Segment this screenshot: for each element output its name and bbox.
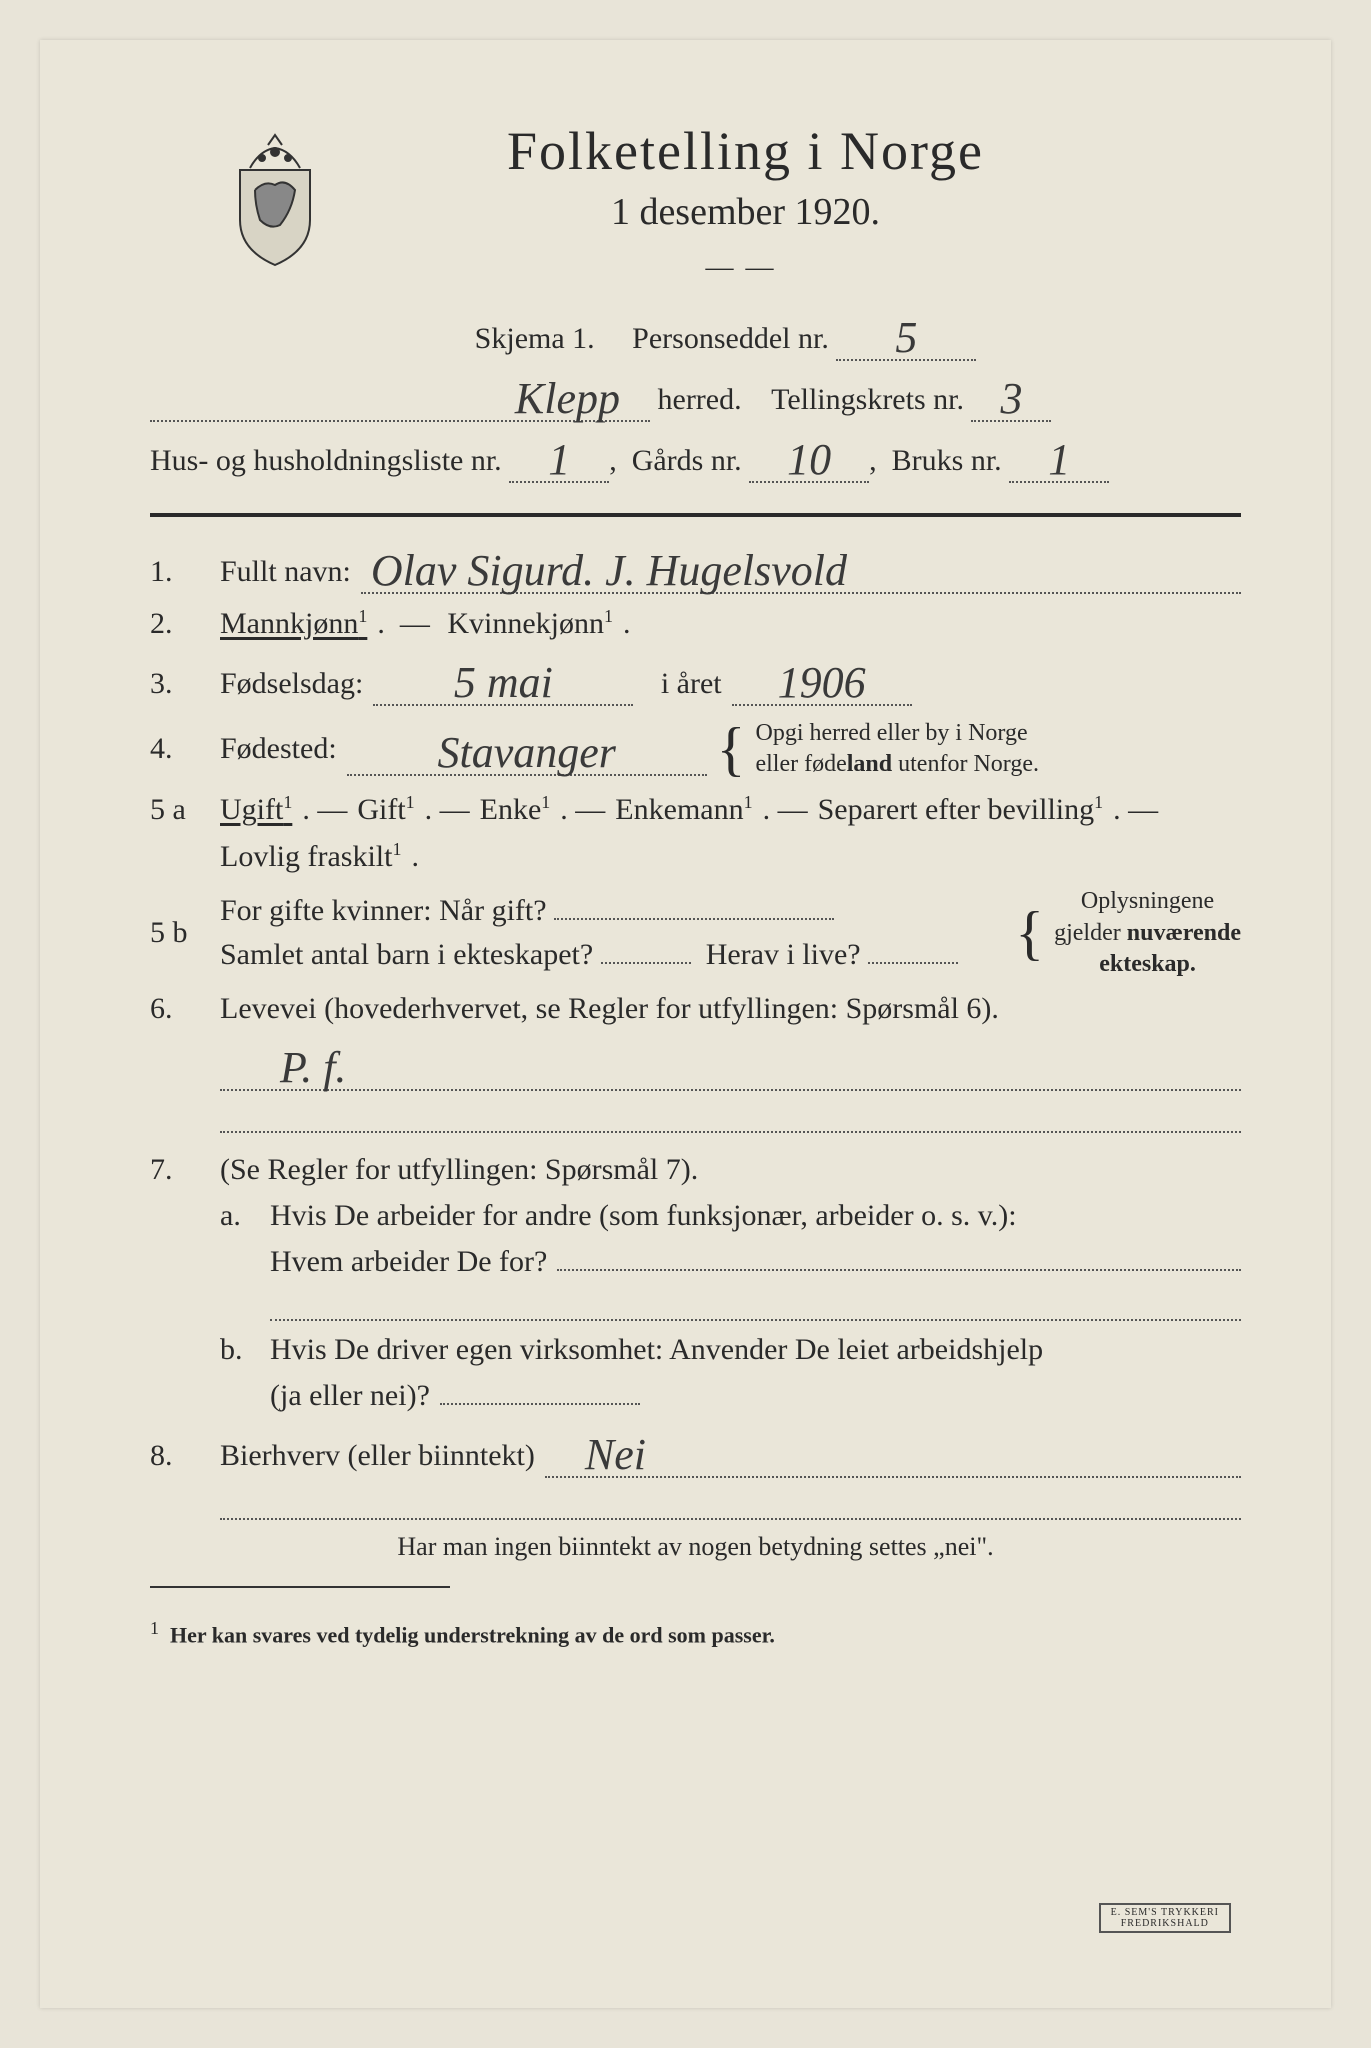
q1-value: Olav Sigurd. J. Hugelsvold	[371, 546, 847, 595]
q2-num: 2.	[150, 607, 210, 641]
q6-blank	[150, 1103, 1241, 1133]
q7a-text1: Hvis De arbeider for andre (som funksjon…	[270, 1199, 1017, 1233]
skjema-line: Skjema 1. Personseddel nr. 5	[210, 308, 1241, 361]
tellingskrets-nr: 3	[1000, 374, 1022, 423]
q5a-row: 5 a Ugift1. — Gift1. — Enke1. — Enkemann…	[150, 792, 1241, 827]
q5a-enkemann: Enkemann1	[615, 792, 752, 827]
q3-label: Fødselsdag:	[220, 667, 363, 701]
q1-num: 1.	[150, 555, 210, 589]
q6-label: Levevei (hovederhvervet, se Regler for u…	[220, 992, 999, 1026]
bruks-label: Bruks nr.	[892, 444, 1002, 477]
herred-line: Klepp herred. Tellingskrets nr. 3	[150, 369, 1241, 422]
personseddel-nr: 5	[895, 313, 917, 362]
skjema-label: Skjema 1.	[475, 322, 595, 355]
hushold-label: Hus- og husholdningsliste nr.	[150, 444, 502, 477]
census-form-page: Folketelling i Norge 1 desember 1920. ——…	[40, 40, 1331, 2008]
q6-value-row: P. f.	[150, 1038, 1241, 1091]
q8-row: 8. Bierhverv (eller biinntekt) Nei	[150, 1425, 1241, 1478]
hushold-nr: 1	[548, 435, 570, 484]
q7b-row2: (ja eller nei)?	[150, 1379, 1241, 1413]
q6-value: P. f.	[280, 1043, 346, 1092]
q7b-text1: Hvis De driver egen virksomhet: Anvender…	[270, 1333, 1043, 1367]
tellingskrets-label: Tellingskrets nr.	[771, 383, 964, 416]
q3-year-label: i året	[661, 667, 722, 701]
printer-stamp: E. SEM'S TRYKKERI FREDRIKSHALD	[1099, 1903, 1231, 1933]
q5a-enke: Enke1	[480, 792, 551, 827]
footnote-rule	[150, 1586, 450, 1588]
q7b-row: b. Hvis De driver egen virksomhet: Anven…	[150, 1333, 1241, 1367]
q7-label: (Se Regler for utfyllingen: Spørsmål 7).	[220, 1153, 698, 1187]
subtitle: 1 desember 1920.	[250, 190, 1241, 234]
q5a-ugift: Ugift1	[220, 792, 292, 827]
q5b-label1: For gifte kvinner: Når gift?	[220, 894, 547, 927]
q3-num: 3.	[150, 667, 210, 701]
gards-label: Gårds nr.	[632, 444, 742, 477]
footnote-text: Her kan svares ved tydelig understreknin…	[170, 1622, 775, 1647]
q7-num: 7.	[150, 1153, 210, 1187]
q4-num: 4.	[150, 732, 210, 766]
q5a-row2: Lovlig fraskilt1.	[150, 839, 1241, 874]
header: Folketelling i Norge 1 desember 1920. ——…	[150, 120, 1241, 483]
q5b-label3: Herav i live?	[706, 938, 861, 971]
footnote: 1 Her kan svares ved tydelig understrekn…	[150, 1618, 1241, 1648]
q6-row: 6. Levevei (hovederhvervet, se Regler fo…	[150, 992, 1241, 1026]
q8-note: Har man ingen biinntekt av nogen betydni…	[397, 1532, 993, 1562]
q8-label: Bierhverv (eller biinntekt)	[220, 1439, 535, 1473]
q7a-text2: Hvem arbeider De for?	[270, 1245, 547, 1279]
q5b-label2: Samlet antal barn i ekteskapet?	[220, 938, 593, 971]
q8-num: 8.	[150, 1439, 210, 1473]
q4-value: Stavanger	[437, 728, 615, 777]
q5a-num: 5 a	[150, 793, 210, 827]
q5b-note: Oplysningene gjelder nuværende ekteskap.	[1054, 886, 1241, 980]
q7b-label: b.	[220, 1333, 260, 1367]
personseddel-label: Personseddel nr.	[632, 322, 829, 355]
q1-row: 1. Fullt navn: Olav Sigurd. J. Hugelsvol…	[150, 541, 1241, 594]
q4-note: Opgi herred eller by i Norge eller fødel…	[755, 718, 1039, 780]
footnote-marker: 1	[150, 1618, 159, 1638]
q5a-gift: Gift1	[357, 792, 414, 827]
divider	[150, 513, 1241, 517]
q3-row: 3. Fødselsdag: 5 mai i året 1906	[150, 653, 1241, 706]
q7a-row: a. Hvis De arbeider for andre (som funks…	[150, 1199, 1241, 1233]
bruks-nr: 1	[1048, 435, 1070, 484]
q5a-separert: Separert efter bevilling1	[818, 792, 1104, 827]
q4-label: Fødested:	[220, 732, 337, 766]
q1-label: Fullt navn:	[220, 555, 351, 589]
q5a-fraskilt: Lovlig fraskilt1	[220, 839, 401, 874]
q2-row: 2. Mannkjønn1. — Kvinnekjønn1.	[150, 606, 1241, 641]
q7-row: 7. (Se Regler for utfyllingen: Spørsmål …	[150, 1153, 1241, 1187]
q7-blank	[150, 1291, 1241, 1321]
main-title: Folketelling i Norge	[250, 120, 1241, 182]
q4-row: 4. Fødested: Stavanger { Opgi herred ell…	[150, 718, 1241, 780]
printer-line2: FREDRIKSHALD	[1121, 1918, 1209, 1929]
q5b-row: 5 b For gifte kvinner: Når gift? Samlet …	[150, 886, 1241, 980]
gards-nr: 10	[787, 435, 831, 484]
q2-mann: Mannkjønn1	[220, 606, 367, 641]
norwegian-crest-icon	[220, 130, 330, 270]
separator: ——	[250, 252, 1241, 284]
q2-kvinne: Kvinnekjønn1	[447, 606, 613, 641]
printer-line1: E. SEM'S TRYKKERI	[1111, 1907, 1219, 1918]
q7a-label: a.	[220, 1199, 260, 1233]
q3-day: 5 mai	[454, 658, 553, 707]
q7a-row2: Hvem arbeider De for?	[150, 1245, 1241, 1279]
q3-year: 1906	[778, 658, 866, 707]
herred-label: herred.	[658, 383, 742, 416]
q7b-text2: (ja eller nei)?	[270, 1379, 430, 1413]
hushold-line: Hus- og husholdningsliste nr. 1, Gårds n…	[150, 430, 1241, 483]
q5b-num: 5 b	[150, 916, 210, 950]
q8-note-row: Har man ingen biinntekt av nogen betydni…	[150, 1532, 1241, 1562]
herred-name: Klepp	[515, 374, 620, 423]
q8-blank	[150, 1490, 1241, 1520]
q6-num: 6.	[150, 992, 210, 1026]
q8-value: Nei	[585, 1430, 646, 1479]
